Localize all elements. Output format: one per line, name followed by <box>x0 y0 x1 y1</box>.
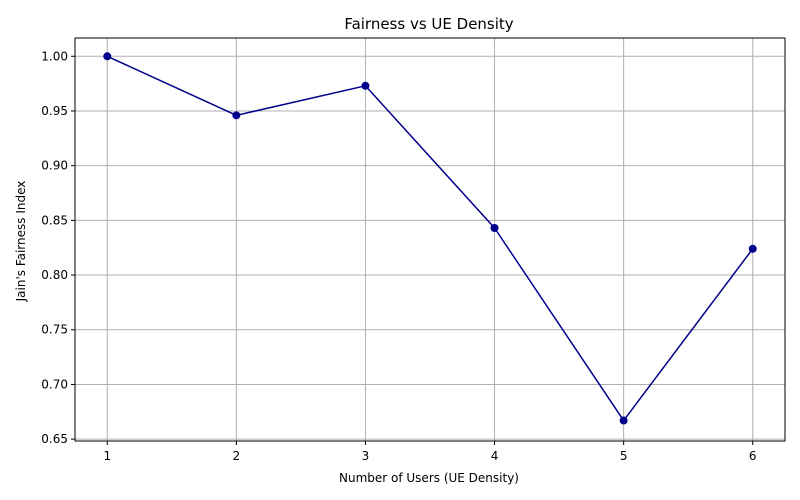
x-tick-label: 5 <box>620 449 628 463</box>
y-tick-label: 0.85 <box>41 213 68 227</box>
y-tick-label: 0.95 <box>41 104 68 118</box>
data-point <box>361 81 370 90</box>
data-point <box>103 52 112 61</box>
x-tick-label: 1 <box>103 449 111 463</box>
y-tick-label: 0.80 <box>41 268 68 282</box>
y-tick-label: 0.70 <box>41 377 68 391</box>
x-tick-label: 3 <box>362 449 370 463</box>
y-tick-label: 0.90 <box>41 159 68 173</box>
x-tick-label: 6 <box>749 449 757 463</box>
data-point <box>748 244 757 253</box>
x-axis-label: Number of Users (UE Density) <box>339 471 519 485</box>
y-tick-label: 0.65 <box>41 432 68 446</box>
chart-title: Fairness vs UE Density <box>344 15 513 33</box>
axes: 1 2 3 4 5 6 0.65 0.70 0.75 0.80 0.85 0.90 0.95 1.00 <box>41 37 786 463</box>
plot-frame <box>74 37 786 442</box>
y-tick-label: 1.00 <box>41 49 68 63</box>
data-point <box>232 111 241 120</box>
x-tick-label: 2 <box>233 449 241 463</box>
grid <box>75 38 785 441</box>
data-point <box>490 224 499 233</box>
y-axis-label: Jain's Fairness Index <box>14 181 28 303</box>
data-point <box>619 416 628 425</box>
series-layer <box>103 52 757 425</box>
x-tick-label: 4 <box>491 449 499 463</box>
series-line <box>106 55 754 422</box>
y-tick-label: 0.75 <box>41 323 68 337</box>
